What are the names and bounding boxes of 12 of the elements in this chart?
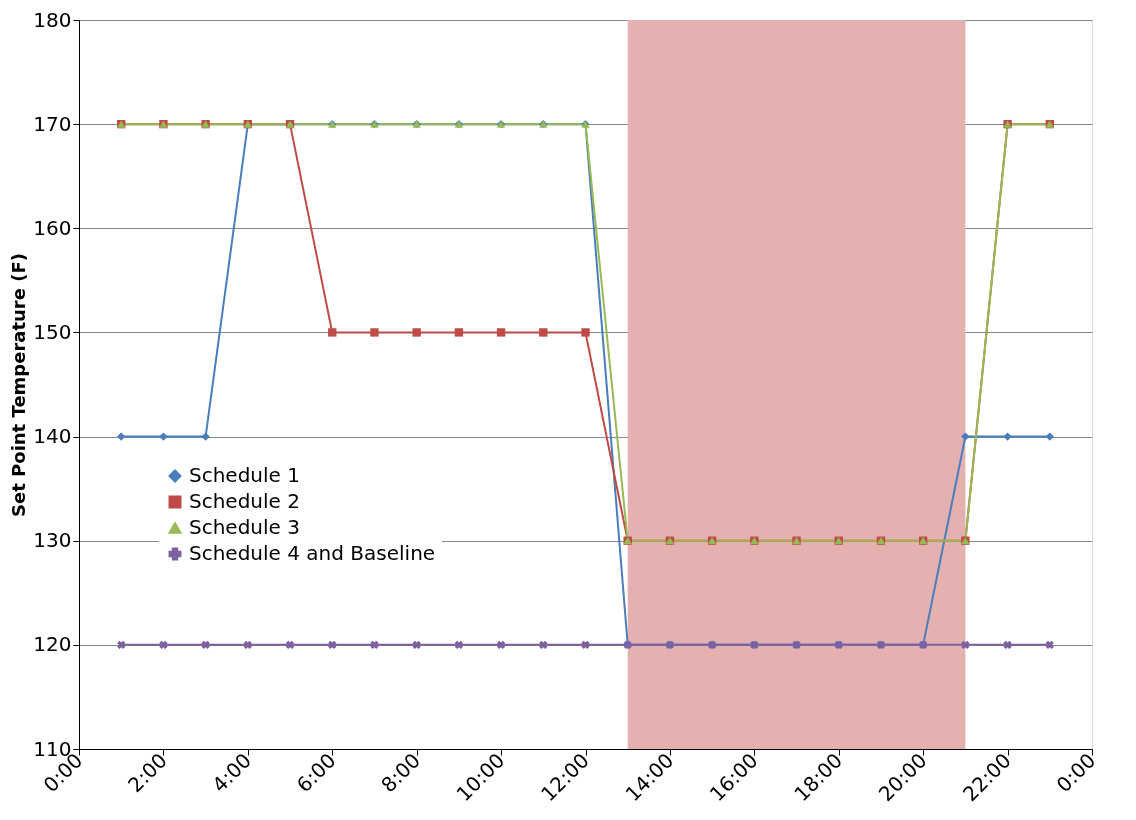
- y-tick-label: 180: [33, 7, 72, 32]
- y-tick-label: 120: [33, 632, 72, 657]
- y-axis-title: Set Point Temperature (F): [8, 253, 30, 517]
- legend-label: Schedule 2: [189, 489, 300, 513]
- y-tick-label: 140: [33, 424, 72, 449]
- y-tick-label: 160: [33, 215, 72, 240]
- legend-label: Schedule 3: [189, 515, 300, 539]
- y-tick-label: 170: [33, 111, 72, 136]
- legend-label: Schedule 1: [189, 463, 300, 487]
- y-tick-label: 150: [33, 319, 72, 344]
- legend-label: Schedule 4 and Baseline: [189, 541, 436, 565]
- y-tick-label: 130: [33, 528, 72, 553]
